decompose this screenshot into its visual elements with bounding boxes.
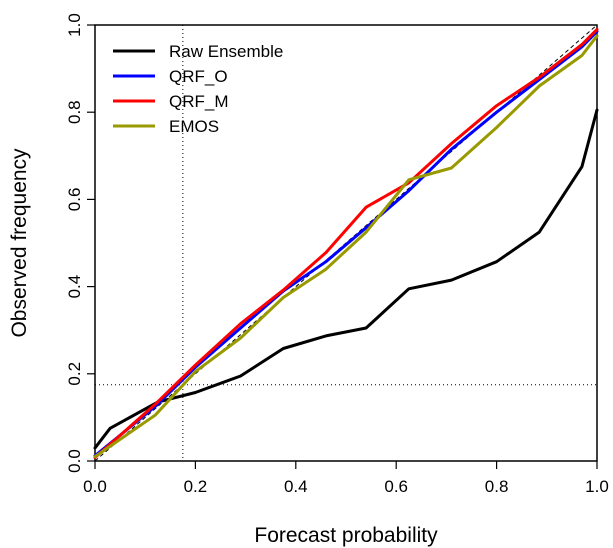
series-line-3 xyxy=(93,34,599,459)
x-tick-label: 0.2 xyxy=(184,477,208,496)
legend: Raw Ensemble QRF_O QRF_M EMOS xyxy=(113,42,283,136)
y-tick-label: 0.2 xyxy=(65,362,84,386)
y-tick-label: 1.0 xyxy=(65,13,84,37)
x-tick-label: 0.0 xyxy=(83,477,107,496)
x-tick-label: 0.4 xyxy=(284,477,308,496)
y-tick-label: 0.6 xyxy=(65,188,84,212)
y-axis: 0.0 0.2 0.4 0.6 0.8 1.0 xyxy=(65,13,95,473)
y-tick-label: 0.4 xyxy=(65,275,84,299)
x-tick-label: 0.6 xyxy=(384,477,408,496)
legend-label-1: QRF_O xyxy=(169,67,228,86)
series-line-0 xyxy=(93,108,599,450)
series-line-2 xyxy=(93,27,599,459)
series-line-1 xyxy=(93,30,599,458)
y-tick-label: 0.8 xyxy=(65,100,84,124)
legend-label-3: EMOS xyxy=(169,117,219,136)
legend-label-2: QRF_M xyxy=(169,92,229,111)
x-axis-title: Forecast probability xyxy=(254,524,438,547)
series-layer xyxy=(93,27,599,459)
legend-label-0: Raw Ensemble xyxy=(169,42,283,61)
x-tick-label: 1.0 xyxy=(585,477,609,496)
x-tick-label: 0.8 xyxy=(485,477,509,496)
y-axis-title: Observed frequency xyxy=(8,148,31,338)
x-axis: 0.0 0.2 0.4 0.6 0.8 1.0 xyxy=(83,461,609,496)
y-tick-label: 0.0 xyxy=(65,449,84,473)
plot-frame xyxy=(94,24,598,462)
